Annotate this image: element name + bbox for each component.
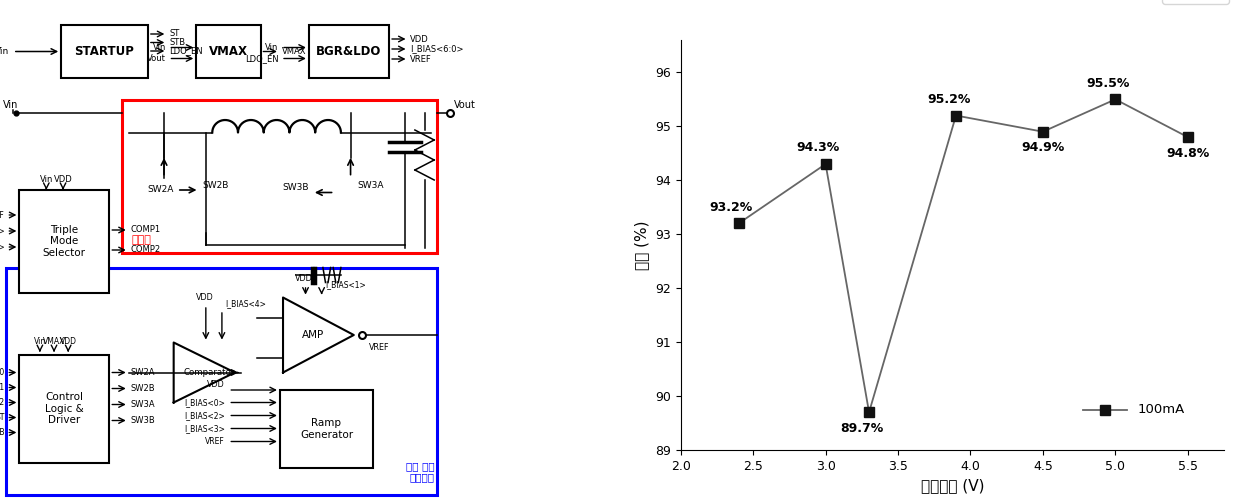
Text: AMP: AMP <box>302 330 325 340</box>
Text: 94.3%: 94.3% <box>797 142 841 154</box>
Text: 95.2%: 95.2% <box>927 93 970 106</box>
Text: LDO_EN: LDO_EN <box>169 46 202 56</box>
Text: SW3B: SW3B <box>131 416 155 425</box>
FancyBboxPatch shape <box>309 25 390 78</box>
Text: SW3B: SW3B <box>282 183 309 192</box>
FancyBboxPatch shape <box>6 268 437 495</box>
FancyBboxPatch shape <box>122 100 437 252</box>
Text: Vin: Vin <box>152 43 166 52</box>
Text: I_BIAS<1>: I_BIAS<1> <box>325 280 366 289</box>
Text: I_BIAS<6:0>: I_BIAS<6:0> <box>411 44 463 54</box>
Text: VMAX: VMAX <box>282 47 306 56</box>
효율 <box>818 161 833 167</box>
Text: VREF: VREF <box>411 54 432 64</box>
Text: _BIAS<5>: _BIAS<5> <box>0 226 5 235</box>
Text: Vout: Vout <box>453 100 476 110</box>
FancyBboxPatch shape <box>196 25 261 78</box>
Text: ST: ST <box>0 413 5 422</box>
Text: COMP1: COMP1 <box>0 383 5 392</box>
Text: COMP2: COMP2 <box>131 246 161 254</box>
FancyBboxPatch shape <box>19 355 110 463</box>
Text: 100mA: 100mA <box>1137 403 1184 416</box>
효율 <box>1108 96 1123 102</box>
효율 <box>948 112 963 118</box>
Text: I_BIAS<0>: I_BIAS<0> <box>185 398 225 407</box>
Text: COMP0: COMP0 <box>0 368 5 377</box>
Text: SW2A: SW2A <box>147 186 174 194</box>
Y-axis label: 효율 (%): 효율 (%) <box>634 220 649 270</box>
Text: 95.5%: 95.5% <box>1087 76 1130 90</box>
Text: ST: ST <box>169 30 180 38</box>
Text: SW3A: SW3A <box>357 180 383 190</box>
Text: BGR&LDO: BGR&LDO <box>316 45 382 58</box>
Text: 파워단: 파워단 <box>132 235 151 245</box>
Text: I_BIAS<3>: I_BIAS<3> <box>185 424 225 433</box>
Text: Triple
Mode
Selector: Triple Mode Selector <box>42 224 86 258</box>
FancyBboxPatch shape <box>280 390 373 468</box>
Text: Ramp
Generator: Ramp Generator <box>300 418 353 440</box>
Text: Control
Logic &
Driver: Control Logic & Driver <box>45 392 84 426</box>
Text: COMP2: COMP2 <box>0 398 5 407</box>
효율 <box>731 220 746 226</box>
Text: I_BIAS<4>: I_BIAS<4> <box>225 300 266 308</box>
Text: VDD: VDD <box>60 337 76 346</box>
Text: SW3A: SW3A <box>131 400 155 409</box>
Text: VREF: VREF <box>368 343 390 352</box>
Text: STB: STB <box>0 428 5 437</box>
Text: 94.8%: 94.8% <box>1167 147 1209 160</box>
Text: Vin: Vin <box>0 47 10 56</box>
Text: Vin: Vin <box>40 174 52 184</box>
Text: COMP1: COMP1 <box>131 226 161 234</box>
Text: VREF: VREF <box>0 210 5 220</box>
Text: LDO_EN: LDO_EN <box>245 54 279 63</box>
X-axis label: 입력전압 (V): 입력전압 (V) <box>921 478 984 494</box>
Text: SW2B: SW2B <box>131 384 155 393</box>
FancyBboxPatch shape <box>19 190 110 292</box>
Text: Comparator: Comparator <box>184 368 235 377</box>
Text: I_BIAS<2>: I_BIAS<2> <box>185 411 225 420</box>
Text: 전압 모드
제어루프: 전압 모드 제어루프 <box>406 461 435 482</box>
Text: VREF: VREF <box>205 437 225 446</box>
Text: VDD: VDD <box>207 380 225 389</box>
Text: STB: STB <box>169 38 185 47</box>
Text: Vout: Vout <box>147 54 166 63</box>
Text: SW2A: SW2A <box>131 368 155 377</box>
Text: VDD: VDD <box>295 274 312 283</box>
Text: VDD: VDD <box>54 174 72 184</box>
Text: _BIAS<6>: _BIAS<6> <box>0 242 5 252</box>
Text: 93.2%: 93.2% <box>709 200 753 213</box>
Line: 효율: 효율 <box>734 94 1193 417</box>
Text: VDD: VDD <box>196 294 214 302</box>
Legend: 효율: 효율 <box>1163 0 1229 4</box>
FancyBboxPatch shape <box>61 25 147 78</box>
Text: Vin: Vin <box>34 337 46 346</box>
Text: VMAX: VMAX <box>209 45 247 58</box>
효율 <box>862 409 877 415</box>
Text: 89.7%: 89.7% <box>841 422 883 435</box>
Text: Vin: Vin <box>265 43 279 52</box>
Text: VDD: VDD <box>411 34 430 43</box>
효율 <box>1180 134 1195 140</box>
Text: STARTUP: STARTUP <box>75 45 135 58</box>
효율 <box>1035 128 1050 134</box>
Text: SW2B: SW2B <box>202 180 229 190</box>
Text: 94.9%: 94.9% <box>1022 142 1064 154</box>
Text: Vin: Vin <box>4 100 19 110</box>
Text: VMAX: VMAX <box>42 337 65 346</box>
